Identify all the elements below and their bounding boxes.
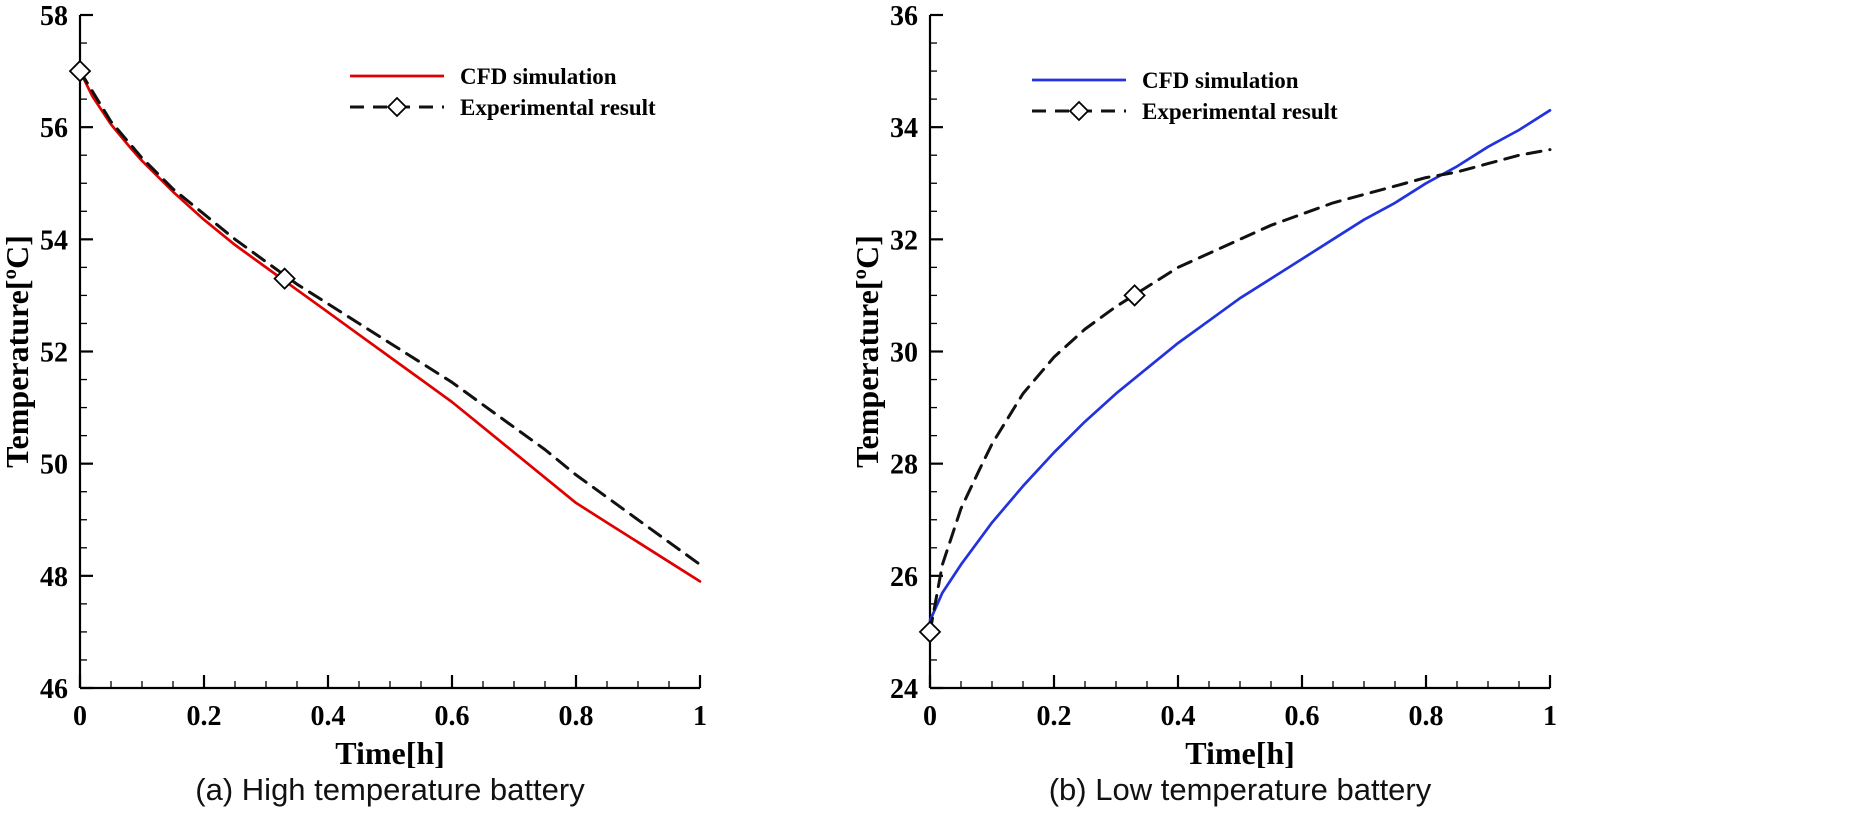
y-tick-label: 28 xyxy=(890,450,918,481)
experimental-diamond-marker xyxy=(273,267,296,290)
legend: CFD simulation Experimental result xyxy=(1032,68,1338,124)
experimental-diamond-marker xyxy=(68,59,92,83)
y-tick-label: 52 xyxy=(40,338,68,369)
legend-label-cfd-simulation: CFD simulation xyxy=(460,64,617,89)
y-tick-label: 54 xyxy=(40,225,68,256)
y-tick-label: 30 xyxy=(890,338,918,369)
y-axis-label: Temperature[ºC] xyxy=(0,235,35,468)
x-tick-label: 0.2 xyxy=(187,701,222,732)
experimental-diamond-marker xyxy=(918,620,942,644)
series-experimental-result xyxy=(78,69,702,567)
tick-labels: 0 0.2 0.4 0.6 0.8 1 24 26 28 30 32 34 36 xyxy=(890,1,1557,732)
legend-label-experimental-result: Experimental result xyxy=(1142,99,1338,124)
x-tick-label: 0 xyxy=(923,701,937,732)
legend-diamond-marker xyxy=(1068,100,1090,122)
chart-high-temperature-svg: 0 0.2 0.4 0.6 0.8 1 46 48 50 52 54 56 58 Time[h] Tempe… xyxy=(0,1,707,768)
x-tick-label: 0.6 xyxy=(435,701,470,732)
chart-panel-high-temperature: 0 0.2 0.4 0.6 0.8 1 46 48 50 52 54 56 58 Time[h] Tempe… xyxy=(0,0,790,825)
x-tick-label: 0 xyxy=(73,701,87,732)
series-experimental-result xyxy=(928,148,1552,634)
x-tick-label: 0.6 xyxy=(1285,701,1320,732)
chart-low-temperature-svg: 0 0.2 0.4 0.6 0.8 1 24 26 28 30 32 34 36 Time[h] Tempe… xyxy=(850,1,1557,768)
x-axis-label: Time[h] xyxy=(1185,735,1295,768)
x-tick-label: 1 xyxy=(1543,701,1557,732)
x-tick-label: 0.4 xyxy=(1161,701,1196,732)
y-tick-label: 56 xyxy=(40,113,68,144)
x-tick-label: 1 xyxy=(693,701,707,732)
experimental-diamond-marker xyxy=(1123,284,1146,307)
chart-panel-low-temperature: 0 0.2 0.4 0.6 0.8 1 24 26 28 30 32 34 36 Time[h] Tempe… xyxy=(850,0,1640,825)
y-tick-label: 48 xyxy=(40,562,68,593)
series-cfd-simulation xyxy=(78,69,702,583)
legend: CFD simulation Experimental result xyxy=(350,64,656,120)
x-tick-label: 0.8 xyxy=(1409,701,1444,732)
legend-label-cfd-simulation: CFD simulation xyxy=(1142,68,1299,93)
caption-high-temperature: (a) High temperature battery xyxy=(195,772,585,807)
y-tick-label: 50 xyxy=(40,450,68,481)
caption-low-temperature: (b) Low temperature battery xyxy=(1048,772,1432,807)
tick-labels: 0 0.2 0.4 0.6 0.8 1 46 48 50 52 54 56 58 xyxy=(40,1,707,732)
tick-marks xyxy=(78,13,702,690)
x-tick-label: 0.4 xyxy=(311,701,346,732)
y-tick-label: 32 xyxy=(890,225,918,256)
x-tick-label: 0.2 xyxy=(1037,701,1072,732)
series-cfd-simulation xyxy=(928,108,1552,623)
y-tick-label: 34 xyxy=(890,113,918,144)
legend-diamond-marker xyxy=(386,96,408,118)
y-axis-label: Temperature[ºC] xyxy=(850,235,885,468)
y-tick-label: 46 xyxy=(40,674,68,705)
y-tick-label: 26 xyxy=(890,562,918,593)
y-tick-label: 24 xyxy=(890,674,918,705)
legend-label-experimental-result: Experimental result xyxy=(460,95,656,120)
y-tick-label: 58 xyxy=(40,1,68,32)
x-tick-label: 0.8 xyxy=(559,701,594,732)
x-axis-label: Time[h] xyxy=(335,735,445,768)
y-tick-label: 36 xyxy=(890,1,918,32)
